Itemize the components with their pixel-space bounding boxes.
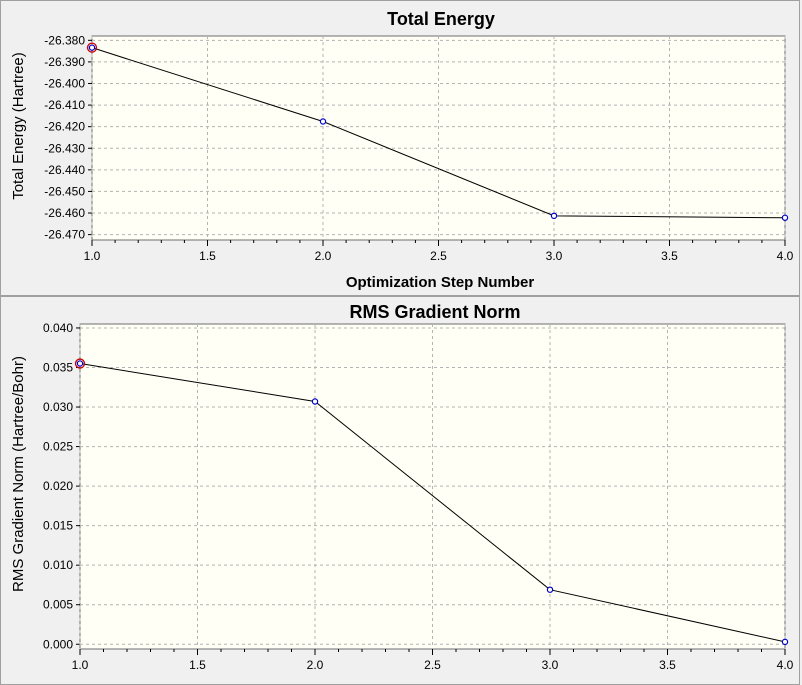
data-point[interactable] <box>88 44 96 51</box>
x-tick-label: 2.5 <box>430 249 447 263</box>
data-point[interactable] <box>546 586 554 593</box>
total-energy-chart: -26.380 -26.390 -26.400 -26.410 -26.420 -26.4… <box>10 9 794 291</box>
y-tick-label: -26.440 <box>44 163 85 177</box>
x-tick-label: 1.5 <box>199 249 216 263</box>
data-point[interactable] <box>311 398 319 405</box>
x-tick-label: 2.5 <box>424 658 441 672</box>
y-tick-label: -26.420 <box>44 120 85 134</box>
chart-title: RMS Gradient Norm <box>349 302 520 322</box>
y-tick-label: 0.035 <box>43 360 73 374</box>
y-tick-label: -26.380 <box>44 33 85 47</box>
plot-area-group: 0.040 0.035 0.030 0.025 0.020 0.015 0.010 0.005… <box>43 321 794 672</box>
x-tick-label: 3.0 <box>546 249 563 263</box>
data-point[interactable] <box>781 214 789 221</box>
rms-gradient-chart: 0.040 0.035 0.030 0.025 0.020 0.015 0.010 0.005… <box>10 302 794 672</box>
x-tick-label: 4.0 <box>777 249 794 263</box>
x-tick-label: 3.0 <box>542 658 559 672</box>
y-axis-label: Total Energy (Hartree) <box>10 52 27 200</box>
y-tick-label: 0.000 <box>43 637 73 651</box>
series-line <box>91 47 786 219</box>
x-tick-label: 4.0 <box>777 658 794 672</box>
data-point[interactable] <box>76 360 84 367</box>
x-tick-label: 1.0 <box>84 249 101 263</box>
y-tick-label: 0.040 <box>43 321 73 335</box>
y-tick-label: -26.390 <box>44 55 85 69</box>
y-tick-label: -26.410 <box>44 98 85 112</box>
current-point-marker[interactable] <box>86 42 98 53</box>
y-tick-label: 0.025 <box>43 440 73 454</box>
x-tick-label: 3.5 <box>659 658 676 672</box>
y-tick-label: 0.030 <box>43 400 73 414</box>
data-point[interactable] <box>550 212 558 220</box>
x-tick-label: 2.0 <box>307 658 324 672</box>
y-tick-label: -26.430 <box>44 141 85 155</box>
y-tick-label: 0.015 <box>43 519 73 533</box>
x-tick-label: 1.0 <box>72 658 89 672</box>
y-tick-label: -26.400 <box>44 76 85 90</box>
y-tick-label: 0.020 <box>43 479 73 493</box>
current-point-marker[interactable] <box>74 358 86 369</box>
x-axis-label: Optimization Step Number <box>346 274 535 291</box>
x-tick-label: 1.5 <box>189 658 206 672</box>
x-tick-label: 3.5 <box>661 249 678 263</box>
y-tick-label: -26.470 <box>44 228 85 242</box>
series-line <box>79 363 786 643</box>
data-point[interactable] <box>781 638 789 646</box>
y-tick-label: -26.460 <box>44 206 85 220</box>
y-tick-label: -26.450 <box>44 184 85 198</box>
y-tick-label: 0.010 <box>43 558 73 572</box>
plot-area-group: -26.380 -26.390 -26.400 -26.410 -26.420 -26.4… <box>44 33 793 263</box>
y-tick-label: 0.005 <box>43 598 73 612</box>
data-point[interactable] <box>319 118 327 125</box>
x-tick-label: 2.0 <box>315 249 332 263</box>
chart-title: Total Energy <box>387 9 495 29</box>
y-axis-label: RMS Gradient Norm (Hartree/Bohr) <box>10 356 27 592</box>
